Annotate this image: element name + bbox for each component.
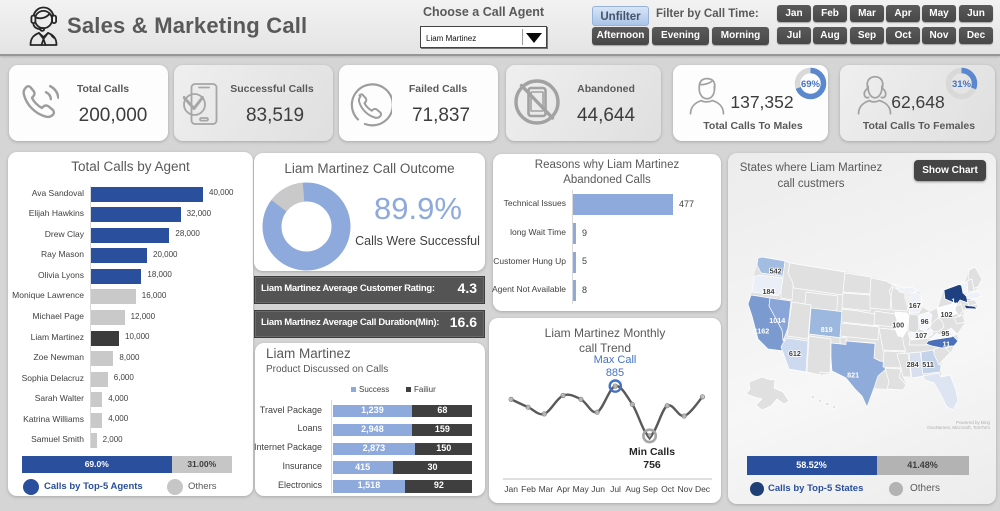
svg-text:107: 107: [915, 331, 927, 340]
svg-text:95: 95: [941, 329, 949, 338]
svg-text:819: 819: [821, 325, 833, 334]
svg-text:1...: 1...: [951, 297, 961, 306]
svg-text:11...: 11...: [943, 340, 957, 349]
svg-text:542: 542: [770, 267, 782, 276]
svg-text:612: 612: [789, 349, 801, 358]
svg-text:511: 511: [922, 360, 934, 369]
svg-text:184: 184: [763, 287, 775, 296]
svg-text:100: 100: [892, 320, 904, 329]
svg-text:102: 102: [941, 310, 953, 319]
svg-text:167: 167: [909, 301, 921, 310]
svg-text:284: 284: [907, 360, 919, 369]
svg-text:96: 96: [921, 317, 929, 326]
svg-text:1014: 1014: [769, 316, 785, 325]
svg-text:821: 821: [847, 371, 859, 380]
svg-text:Powered by Bing: Powered by Bing: [956, 420, 991, 425]
svg-text:31%: 31%: [952, 79, 972, 90]
svg-text:1162: 1162: [754, 327, 770, 336]
svg-text:GeoNames, Microsoft, TomTom: GeoNames, Microsoft, TomTom: [927, 425, 990, 430]
svg-text:69%: 69%: [801, 79, 821, 90]
